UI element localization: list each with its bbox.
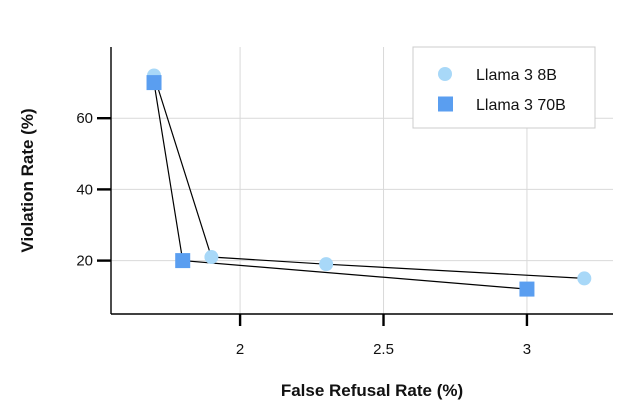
- x-tick-label: 2: [236, 341, 244, 358]
- legend-label: Llama 3 8B: [476, 67, 557, 84]
- legend-marker-square: [438, 96, 453, 112]
- data-point-circle: [204, 250, 219, 265]
- y-axis-title: Violation Rate (%): [18, 108, 37, 252]
- legend-box: [412, 46, 596, 129]
- axes: 2 2.5 3 20 40 60: [76, 47, 613, 358]
- y-tick-label: 40: [76, 181, 93, 198]
- x-tick-label: 2.5: [373, 341, 394, 358]
- data-point-circle: [577, 271, 592, 286]
- data-points: [146, 68, 592, 297]
- legend-marker-circle: [438, 67, 452, 81]
- data-point-square: [519, 281, 535, 297]
- series-line: [153, 75, 585, 279]
- y-tick-label: 20: [76, 253, 93, 270]
- data-point-square: [146, 75, 162, 91]
- legend: Llama 3 8B Llama 3 70B: [412, 46, 596, 129]
- x-tick-label: 3: [523, 341, 531, 358]
- data-point-circle: [319, 257, 334, 272]
- x-axis-title: False Refusal Rate (%): [281, 381, 463, 400]
- y-tick-label: 60: [76, 110, 93, 127]
- legend-label: Llama 3 70B: [476, 97, 566, 114]
- data-point-square: [175, 253, 191, 269]
